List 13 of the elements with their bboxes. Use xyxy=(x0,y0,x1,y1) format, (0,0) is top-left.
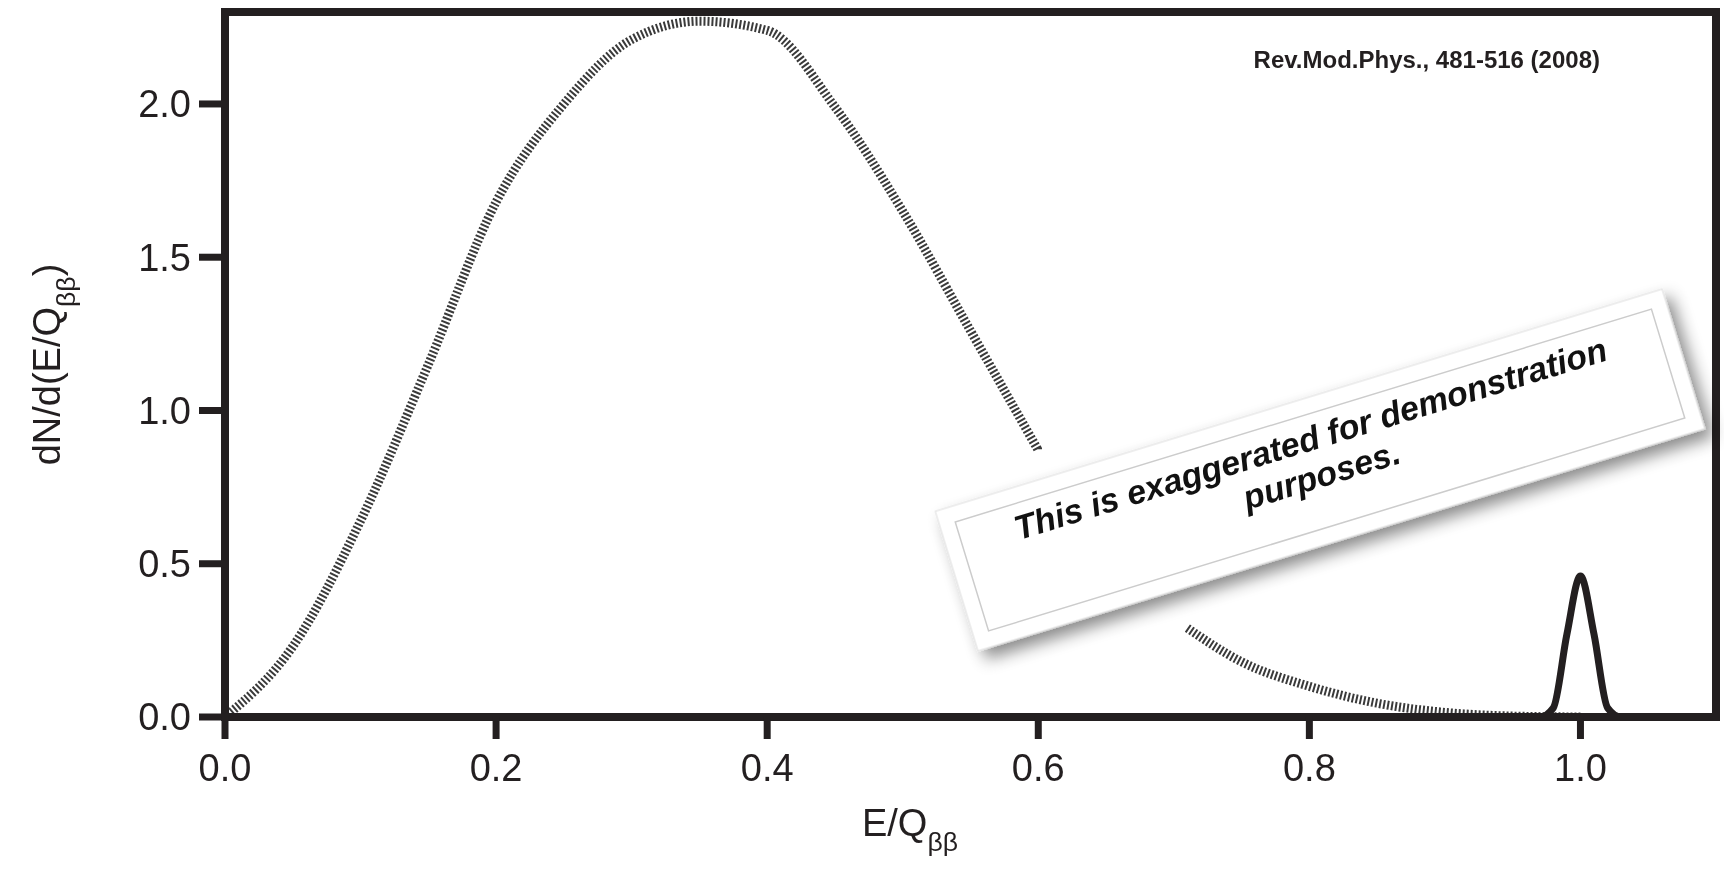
x-tick-label: 1.0 xyxy=(1554,747,1607,789)
y-tick-label: 2.0 xyxy=(138,83,191,126)
x-tick-label: 0.2 xyxy=(469,747,523,789)
y-tick-label: 0.0 xyxy=(138,696,191,739)
y-tick-label: 1.5 xyxy=(138,236,191,279)
y-tick-label: 1.0 xyxy=(138,389,191,432)
y-tick-label: 0.5 xyxy=(138,543,191,586)
x-tick-label: 0.6 xyxy=(1011,747,1065,789)
x-tick-label: 0.8 xyxy=(1282,747,1336,789)
annotation: Rev.Mod.Phys., 481-516 (2008) xyxy=(1253,46,1600,73)
x-tick-label: 0.4 xyxy=(740,747,794,789)
x-tick-label: 0.0 xyxy=(198,747,252,789)
x-axis-title: E/Q$_{ββ}$ xyxy=(861,802,959,857)
